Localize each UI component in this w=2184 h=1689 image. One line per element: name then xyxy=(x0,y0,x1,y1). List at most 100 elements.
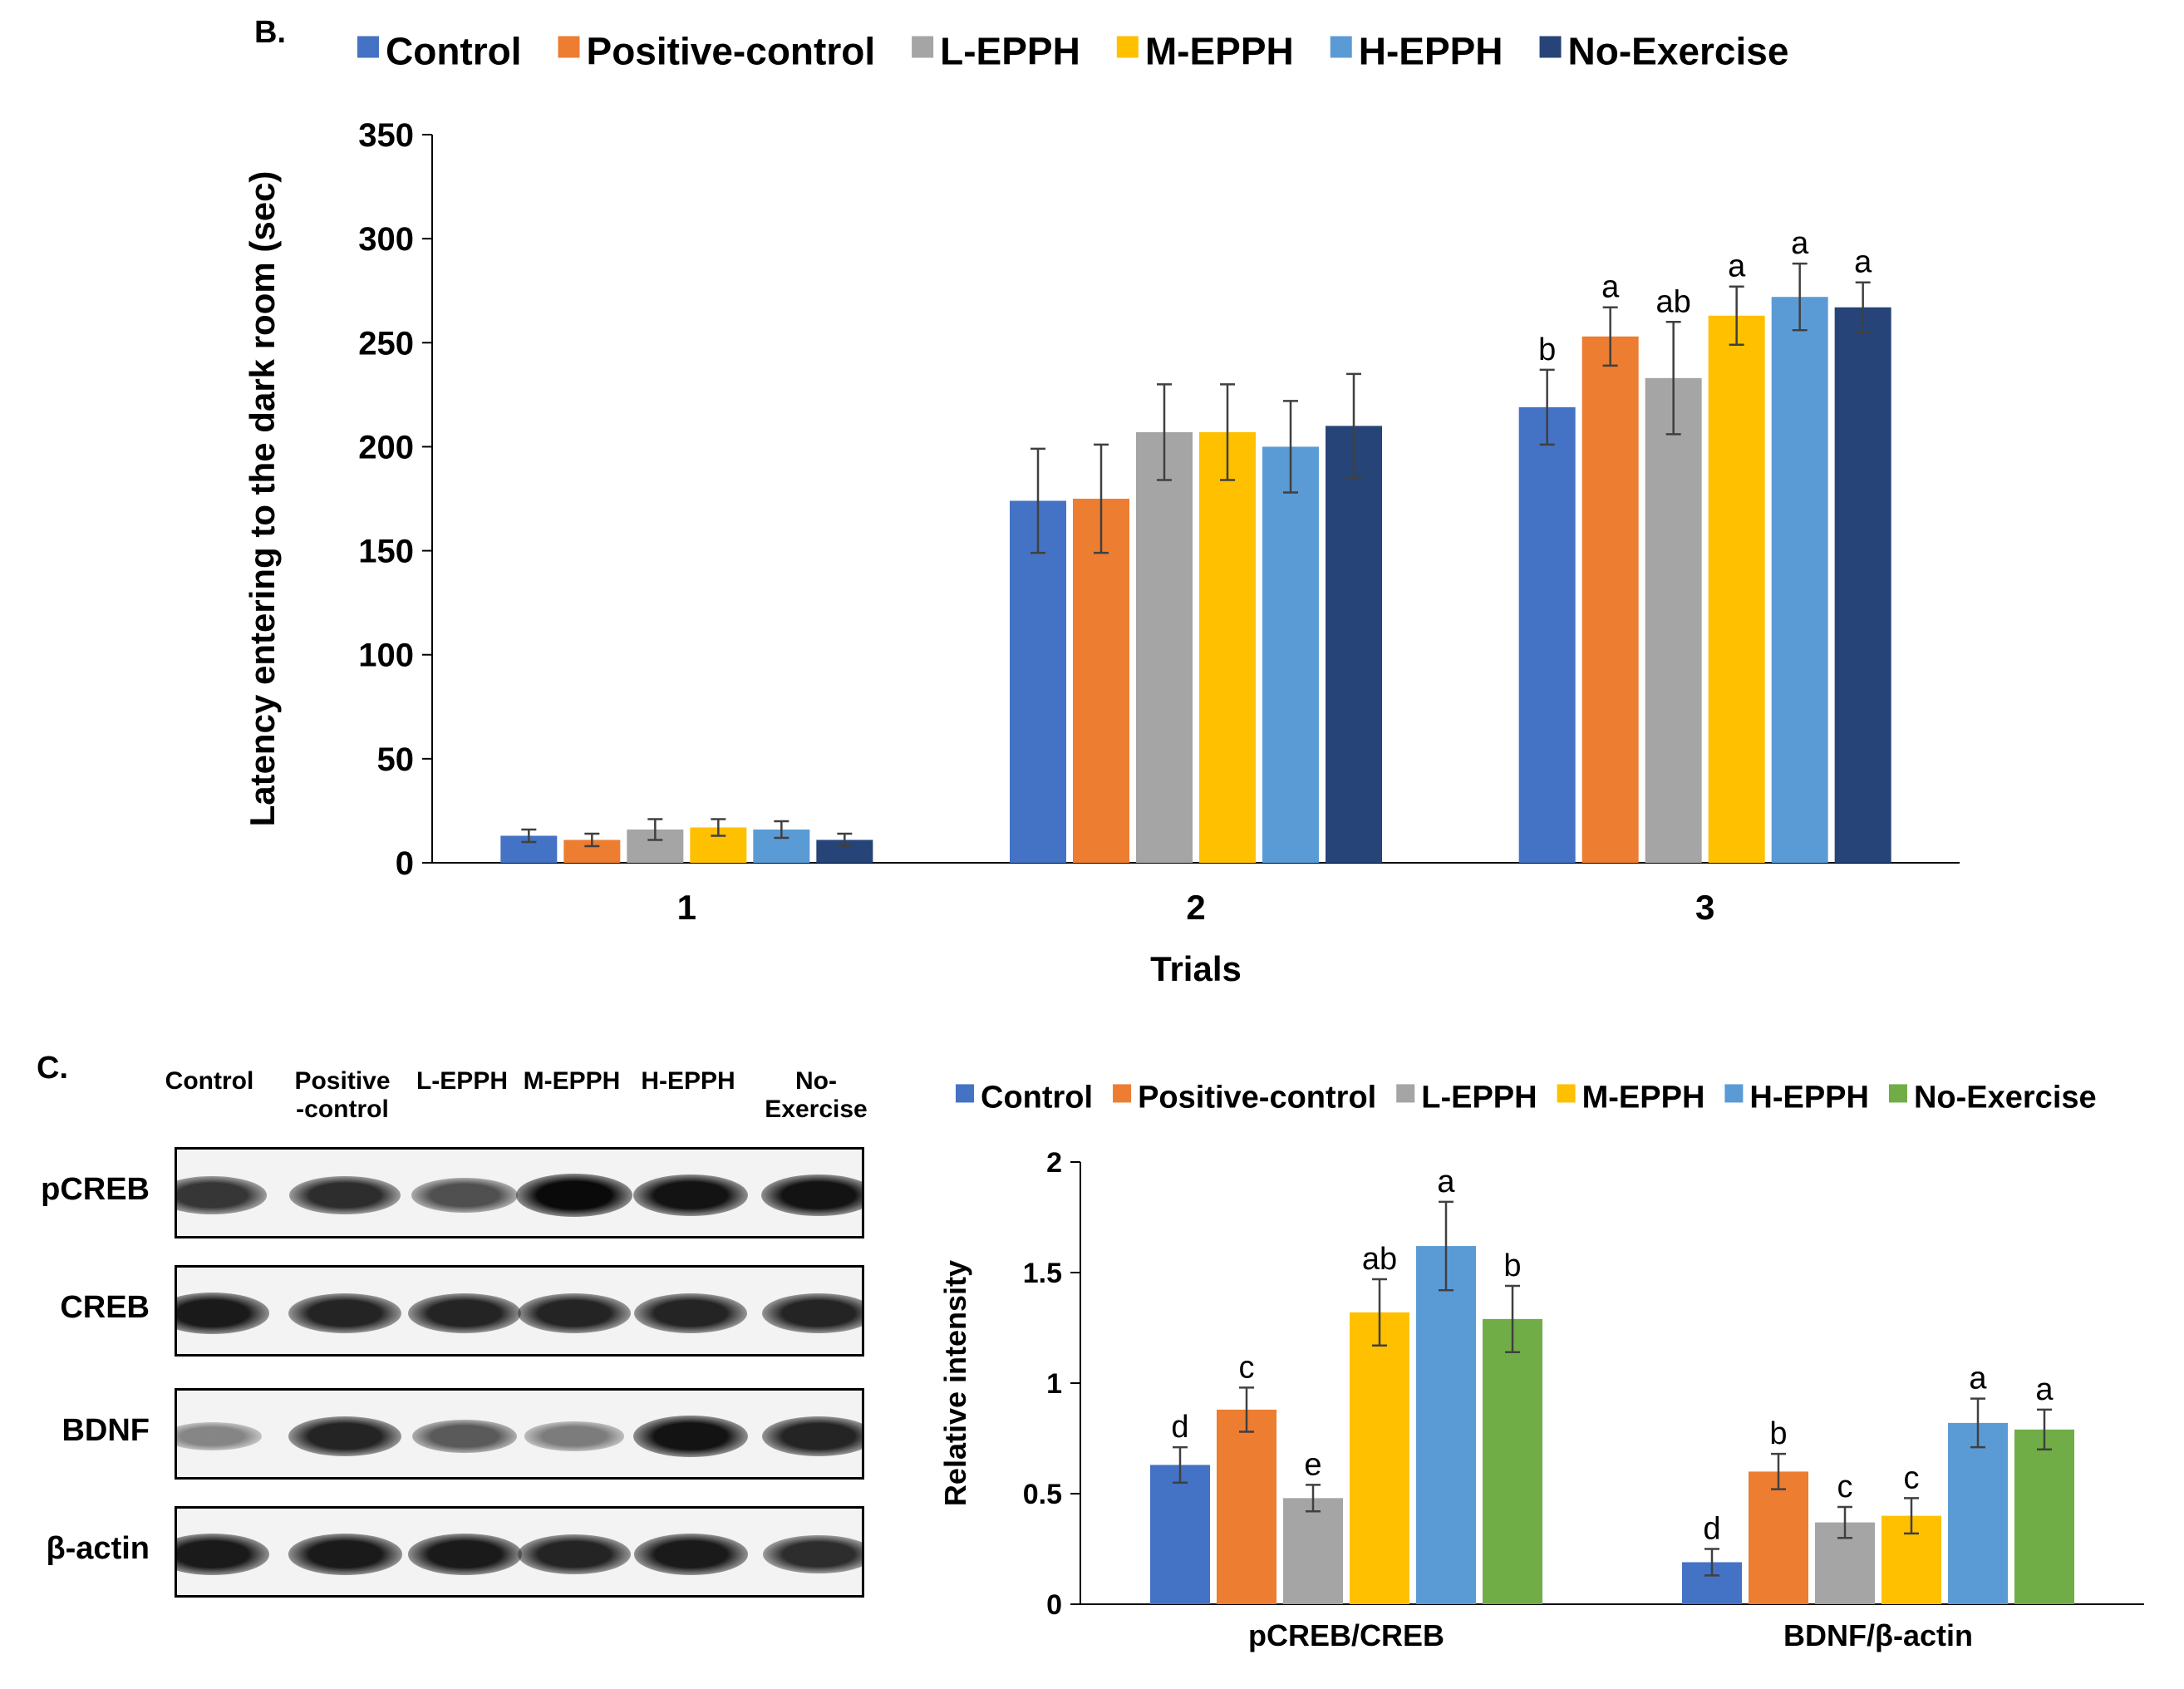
blot-band xyxy=(763,1534,862,1574)
blot-band xyxy=(177,1176,268,1214)
significance-letter: c xyxy=(1837,1470,1853,1504)
significance-letter: c xyxy=(1904,1460,1920,1495)
bar-control-3 xyxy=(1518,406,1576,864)
blot-band xyxy=(288,1534,402,1575)
x-category-label: 2 xyxy=(1186,888,1205,927)
y-tick-label: 100 xyxy=(358,638,414,674)
blot-lane-label: No- Exercise xyxy=(765,1067,868,1123)
bar-control-2 xyxy=(1010,500,1066,863)
significance-letter: a xyxy=(1969,1362,1987,1396)
legend-label-positive-control: Positive-control xyxy=(587,30,876,73)
significance-letter: b xyxy=(1503,1248,1521,1283)
legend-swatch-positive-control xyxy=(558,36,580,58)
significance-letter: a xyxy=(2035,1372,2054,1407)
blot-band xyxy=(288,1293,401,1334)
y-tick-label: 1.5 xyxy=(1023,1258,1062,1289)
chart-b-latency: Control Positive-control L-EPPH M-EPPH H-EPP… xyxy=(243,30,1960,988)
y-tick-label: 200 xyxy=(358,429,414,465)
blot-band xyxy=(288,1416,401,1457)
blot-band xyxy=(760,1174,862,1217)
blot-lane-label: H-EPPH xyxy=(641,1067,735,1095)
significance-letter: a xyxy=(1791,226,1809,261)
x-category-label: pCREB/CREB xyxy=(1248,1618,1444,1652)
bar-no-exercise-2 xyxy=(1326,426,1382,863)
blot-band xyxy=(634,1293,747,1334)
significance-letter: a xyxy=(1728,249,1746,284)
blot-band xyxy=(289,1175,401,1215)
y-axis-title: Relative intensity xyxy=(938,1260,972,1506)
blot-strip-2 xyxy=(175,1265,864,1357)
blot-row-label: CREB xyxy=(60,1290,150,1325)
bar-positive-control-bdnfactin xyxy=(1749,1471,1808,1604)
significance-letter: ab xyxy=(1362,1242,1397,1277)
legend-swatch-no-exercise xyxy=(1539,36,1562,58)
blot-lane-label: M-EPPH xyxy=(523,1067,621,1095)
blot-band xyxy=(524,1421,625,1451)
legend-label-m-epph: M-EPPH xyxy=(1145,30,1294,73)
blot-strip-1 xyxy=(175,1147,864,1238)
significance-letter: ab xyxy=(1656,284,1691,319)
blot-band xyxy=(407,1534,522,1575)
bar-h-epph-pcrebcreb xyxy=(1416,1246,1476,1604)
y-tick-label: 150 xyxy=(358,534,414,570)
significance-letter: d xyxy=(1703,1512,1720,1547)
blot-band xyxy=(177,1422,262,1450)
panel-b-label: B. xyxy=(254,15,286,50)
blot-lane-label: Control xyxy=(165,1067,254,1095)
bar-l-epph-2 xyxy=(1136,431,1193,863)
bar-m-epph-bdnfactin xyxy=(1881,1515,1941,1604)
legend-label-control: Control xyxy=(386,30,522,73)
y-tick-label: 0.5 xyxy=(1023,1479,1062,1510)
y-tick-label: 2 xyxy=(1046,1147,1062,1179)
blot-band xyxy=(177,1534,269,1575)
significance-letter: b xyxy=(1538,332,1556,367)
legend-label-m-epph: M-EPPH xyxy=(1582,1081,1705,1115)
bar-control-bdnfactin xyxy=(1682,1562,1742,1604)
bar-control-pcrebcreb xyxy=(1150,1465,1210,1604)
blot-band xyxy=(762,1416,862,1457)
blot-band xyxy=(411,1419,518,1454)
blot-band xyxy=(632,1415,749,1458)
blot-band xyxy=(516,1174,632,1217)
legend-label-no-exercise: No-Exercise xyxy=(1568,30,1789,73)
bar-l-epph-3 xyxy=(1645,377,1702,863)
legend-swatch-h-epph xyxy=(1330,36,1352,58)
bar-no-exercise-3 xyxy=(1834,307,1891,863)
bar-positive-control-pcrebcreb xyxy=(1217,1409,1276,1604)
bar-h-epph-bdnfactin xyxy=(1948,1422,2008,1604)
legend-label-h-epph: H-EPPH xyxy=(1359,30,1503,73)
significance-letter: b xyxy=(1769,1416,1787,1451)
significance-letter: a xyxy=(1601,270,1620,305)
legend-label-h-epph: H-EPPH xyxy=(1749,1081,1869,1115)
bar-h-epph-2 xyxy=(1262,446,1319,863)
blot-band xyxy=(518,1534,631,1575)
y-tick-label: 300 xyxy=(358,221,414,258)
blot-band xyxy=(411,1178,518,1213)
legend-label-l-epph: L-EPPH xyxy=(940,30,1080,73)
bar-positive-control-3 xyxy=(1581,336,1639,864)
y-tick-label: 350 xyxy=(358,117,414,154)
significance-letter: a xyxy=(1437,1165,1455,1199)
blot-band xyxy=(408,1293,521,1334)
x-category-label: 1 xyxy=(677,888,696,927)
western-blot-panel: Control Positive -control L-EPPH M-EPPH H-EP… xyxy=(0,0,898,1689)
bar-positive-control-2 xyxy=(1073,499,1129,863)
y-tick-label: 0 xyxy=(1046,1589,1062,1621)
bar-no-exercise-bdnfactin xyxy=(2014,1429,2074,1604)
blot-band xyxy=(762,1293,862,1334)
blot-strip-3 xyxy=(175,1388,864,1480)
significance-letter: d xyxy=(1171,1410,1188,1445)
blot-lane-label: Positive -control xyxy=(294,1067,391,1123)
y-tick-label: 1 xyxy=(1046,1368,1062,1400)
y-axis-title: Latency entering to the dark room (sec) xyxy=(243,171,282,827)
blot-band xyxy=(518,1293,631,1334)
bar-no-exercise-pcrebcreb xyxy=(1483,1318,1542,1604)
legend-swatch-m-epph xyxy=(1557,1084,1576,1103)
significance-letter: a xyxy=(1854,245,1872,280)
blot-row-label: β-actin xyxy=(46,1531,150,1566)
bar-m-epph-3 xyxy=(1708,315,1765,864)
blot-row-label: BDNF xyxy=(61,1413,150,1448)
y-tick-label: 250 xyxy=(358,325,414,362)
y-tick-label: 0 xyxy=(396,845,414,882)
legend-swatch-control xyxy=(357,36,379,58)
